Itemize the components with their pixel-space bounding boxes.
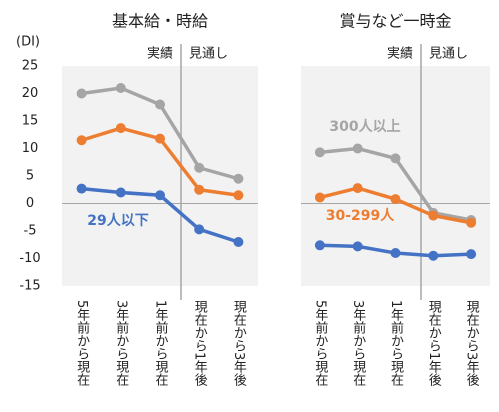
x-tick-label: 現在から1年後 — [426, 300, 442, 387]
marker — [352, 241, 363, 252]
y-tick-label: 25 — [22, 59, 39, 74]
marker — [390, 153, 401, 164]
marker — [352, 143, 363, 154]
marker — [155, 133, 165, 144]
marker — [115, 123, 126, 134]
marker — [466, 249, 477, 260]
marker — [428, 210, 439, 221]
y-tick-label: 15 — [22, 114, 39, 129]
marker — [76, 135, 87, 146]
marker — [194, 184, 205, 195]
annotation: 実績 — [387, 46, 413, 62]
series-label: 300人以上 — [329, 118, 400, 135]
marker — [155, 190, 165, 201]
x-tick-label: 現在から3年後 — [464, 300, 480, 387]
y-tick-label: -5 — [24, 224, 37, 239]
marker — [115, 83, 126, 93]
marker — [390, 248, 401, 258]
y-axis-label: (DI) — [16, 35, 40, 50]
x-tick-label: 5年前から現在 — [74, 300, 90, 387]
marker — [194, 162, 205, 173]
marker — [233, 173, 244, 184]
marker — [314, 192, 325, 203]
y-tick-label: 0 — [26, 196, 34, 211]
x-tick-label: 現在から3年後 — [231, 300, 247, 387]
annotation: 見通し — [189, 47, 228, 62]
chart-title: 賞与など一時金 — [339, 12, 451, 31]
x-tick-label: 現在から1年後 — [192, 300, 208, 387]
annotation: 見通し — [429, 47, 468, 62]
series-label: 30-299人 — [326, 207, 396, 224]
marker — [155, 99, 165, 110]
x-tick-label: 5年前から現在 — [312, 300, 328, 387]
y-tick-label: -10 — [19, 251, 40, 266]
annotation: 実績 — [147, 46, 173, 62]
marker — [314, 147, 325, 158]
marker — [76, 88, 87, 99]
marker — [76, 183, 87, 194]
series-label: 29人以下 — [87, 212, 148, 229]
marker — [314, 240, 325, 251]
chart-title: 基本給・時給 — [112, 12, 208, 31]
marker — [115, 187, 126, 198]
y-tick-label: 20 — [22, 86, 39, 101]
marker — [428, 250, 439, 261]
y-tick-label: -15 — [19, 279, 40, 294]
y-tick-label: 10 — [22, 141, 39, 156]
marker — [390, 194, 401, 205]
x-tick-label: 1年前から現在 — [388, 300, 404, 387]
x-tick-label: 3年前から現在 — [113, 300, 129, 387]
marker — [352, 183, 363, 194]
y-tick-label: 5 — [26, 169, 34, 184]
marker — [466, 217, 477, 228]
x-tick-label: 1年前から現在 — [153, 300, 169, 387]
marker — [233, 237, 244, 247]
marker — [194, 224, 205, 235]
marker — [233, 190, 244, 201]
x-tick-label: 3年前から現在 — [350, 300, 366, 387]
